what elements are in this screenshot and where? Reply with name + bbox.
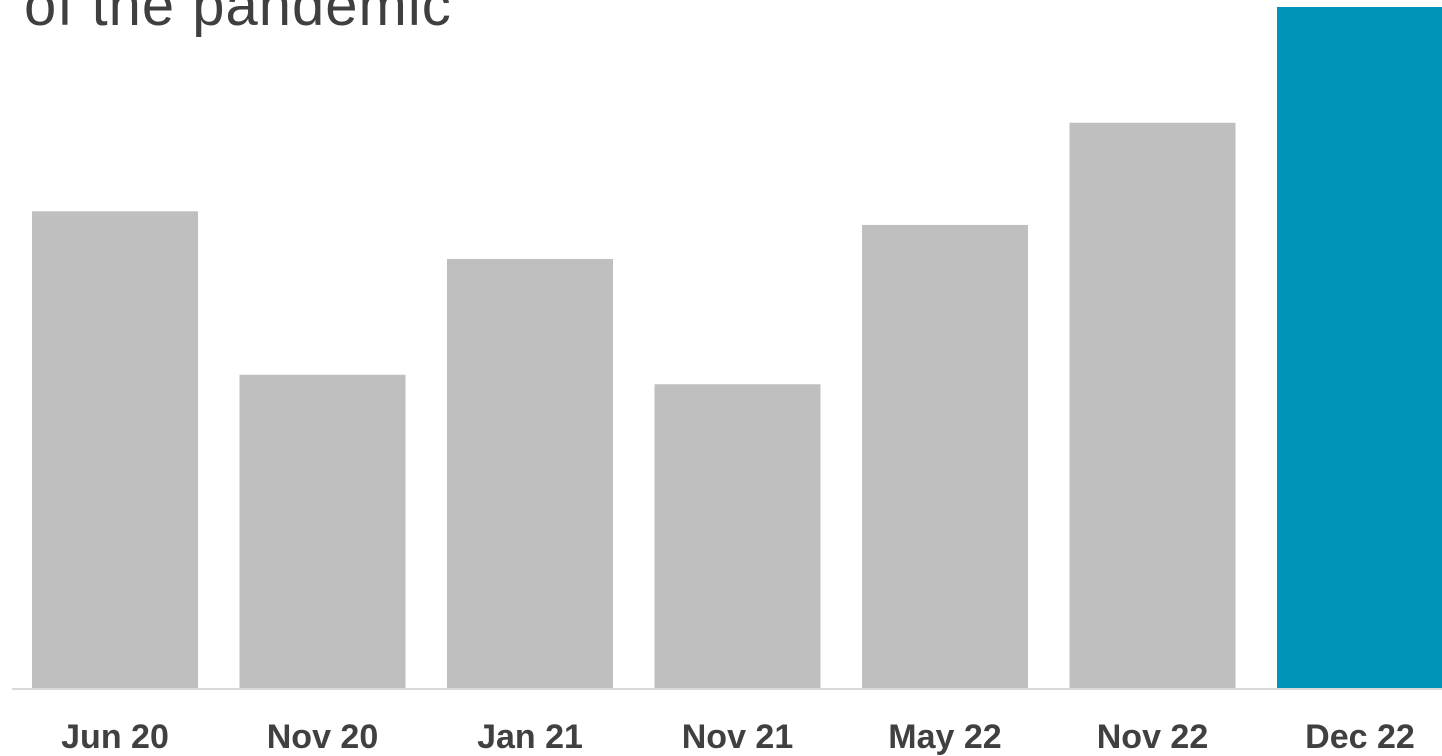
bar-dec-22	[1277, 7, 1442, 688]
x-tick-label: Dec 22	[1305, 718, 1415, 756]
bars-group	[32, 7, 1442, 689]
bar-jan-21	[447, 258, 613, 688]
x-tick-label: Nov 21	[682, 718, 794, 756]
bar-jun-20	[32, 211, 198, 689]
x-tick-label: Nov 22	[1097, 718, 1209, 756]
bar-nov-22	[1069, 122, 1236, 688]
x-tick-label: May 22	[888, 718, 1001, 756]
bar-may-22	[862, 224, 1028, 689]
bar-nov-20	[239, 374, 406, 688]
x-tick-label: Jun 20	[61, 718, 169, 756]
x-tick-labels: Jun 20 Nov 20 Jan 21 Nov 21 May 22 Nov 22 Dec …	[61, 718, 1415, 756]
chart-title: of the pandemic	[24, 0, 452, 38]
x-tick-label: Nov 20	[267, 718, 379, 756]
bar-nov-21	[654, 384, 821, 688]
x-tick-label: Jan 21	[477, 718, 583, 756]
